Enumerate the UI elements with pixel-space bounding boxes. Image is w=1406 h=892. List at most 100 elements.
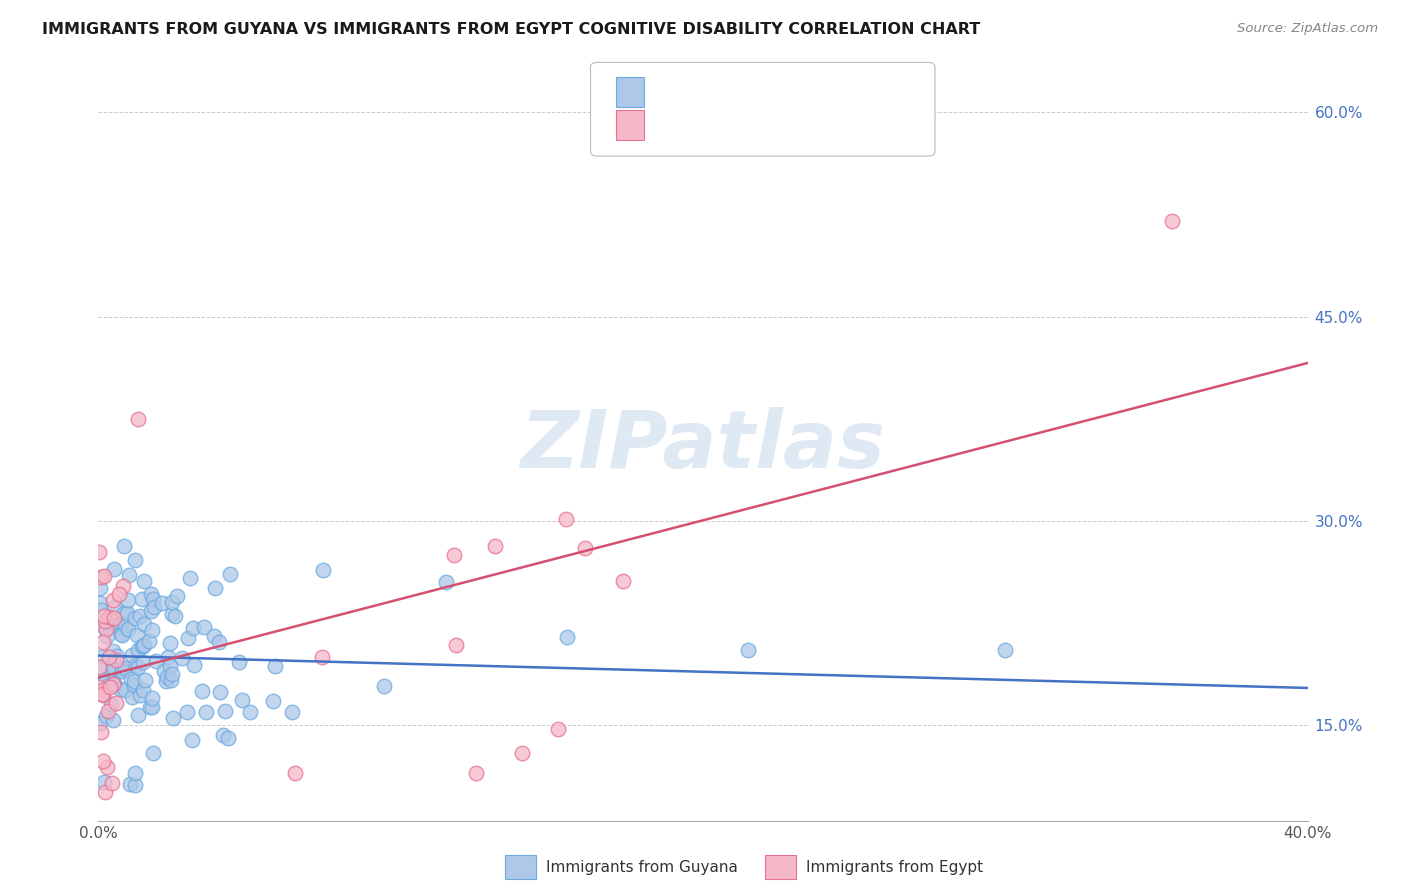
- Point: [96, 709, 118, 723]
- Point: [87, 680, 110, 694]
- Point: [131, 683, 153, 698]
- Point: [110, 626, 132, 640]
- Point: [141, 624, 163, 638]
- Point: [547, 722, 569, 736]
- Point: [112, 606, 135, 620]
- Point: [118, 568, 141, 582]
- Point: [91, 661, 114, 675]
- Point: [103, 644, 125, 658]
- Point: [110, 681, 132, 696]
- Point: [93, 784, 115, 798]
- Point: [484, 539, 506, 553]
- Point: [91, 635, 114, 649]
- Text: Source: ZipAtlas.com: Source: ZipAtlas.com: [1237, 22, 1378, 36]
- Point: [131, 592, 153, 607]
- Point: [97, 650, 120, 665]
- Text: R =  0.565: R = 0.565: [657, 118, 752, 132]
- Point: [93, 614, 115, 628]
- Point: [190, 684, 212, 698]
- Point: [204, 581, 226, 595]
- Point: [132, 617, 155, 632]
- Point: [176, 705, 198, 719]
- Point: [108, 620, 131, 634]
- Text: N =  41: N = 41: [783, 118, 851, 132]
- Point: [264, 659, 287, 673]
- Point: [124, 778, 146, 792]
- Point: [91, 673, 114, 687]
- Point: [105, 696, 128, 710]
- Point: [159, 658, 181, 673]
- Point: [111, 579, 134, 593]
- Text: Immigrants from Egypt: Immigrants from Egypt: [806, 860, 983, 874]
- Point: [90, 603, 112, 617]
- Point: [107, 587, 129, 601]
- Point: [138, 699, 160, 714]
- Point: [138, 634, 160, 648]
- Point: [465, 766, 488, 780]
- Text: Immigrants from Guyana: Immigrants from Guyana: [546, 860, 737, 874]
- Point: [94, 622, 117, 636]
- Point: [103, 676, 125, 690]
- Point: [160, 673, 183, 687]
- Point: [311, 650, 333, 665]
- Point: [98, 610, 121, 624]
- Point: [89, 716, 111, 731]
- Point: [101, 660, 124, 674]
- Point: [103, 661, 125, 675]
- Point: [89, 596, 111, 610]
- Point: [228, 655, 250, 669]
- Point: [112, 539, 135, 553]
- Point: [125, 658, 148, 673]
- Point: [117, 623, 139, 637]
- Point: [121, 648, 143, 663]
- Point: [183, 658, 205, 673]
- Point: [96, 760, 118, 774]
- Point: [111, 662, 134, 676]
- Point: [100, 697, 122, 711]
- Point: [165, 608, 187, 623]
- Point: [124, 552, 146, 566]
- Point: [121, 690, 143, 705]
- Point: [150, 596, 173, 610]
- Point: [117, 592, 139, 607]
- Point: [114, 618, 136, 632]
- Point: [208, 685, 231, 699]
- Point: [127, 628, 149, 642]
- Point: [214, 705, 236, 719]
- Point: [170, 651, 193, 665]
- Point: [160, 607, 183, 621]
- Point: [212, 728, 235, 742]
- Point: [101, 676, 124, 690]
- Point: [129, 608, 152, 623]
- Point: [132, 574, 155, 588]
- Text: ZIPatlas: ZIPatlas: [520, 407, 886, 485]
- Point: [103, 599, 125, 614]
- Point: [97, 705, 120, 719]
- Point: [141, 690, 163, 705]
- Point: [217, 731, 239, 746]
- Point: [93, 675, 115, 690]
- Point: [373, 679, 395, 693]
- Point: [155, 673, 177, 688]
- Point: [128, 688, 150, 702]
- Point: [194, 706, 217, 720]
- Point: [162, 667, 184, 681]
- Point: [180, 732, 202, 747]
- Point: [124, 766, 146, 780]
- Point: [103, 611, 125, 625]
- Point: [115, 606, 138, 620]
- Point: [281, 705, 304, 719]
- Point: [143, 600, 166, 615]
- Point: [105, 648, 128, 663]
- Point: [127, 411, 149, 425]
- Point: [159, 636, 181, 650]
- Point: [1160, 214, 1182, 228]
- Point: [107, 618, 129, 632]
- Point: [434, 575, 457, 590]
- Text: N = 113: N = 113: [783, 85, 851, 99]
- Point: [142, 592, 165, 607]
- Point: [510, 746, 533, 760]
- Point: [91, 687, 114, 701]
- Point: [127, 660, 149, 674]
- Point: [132, 655, 155, 669]
